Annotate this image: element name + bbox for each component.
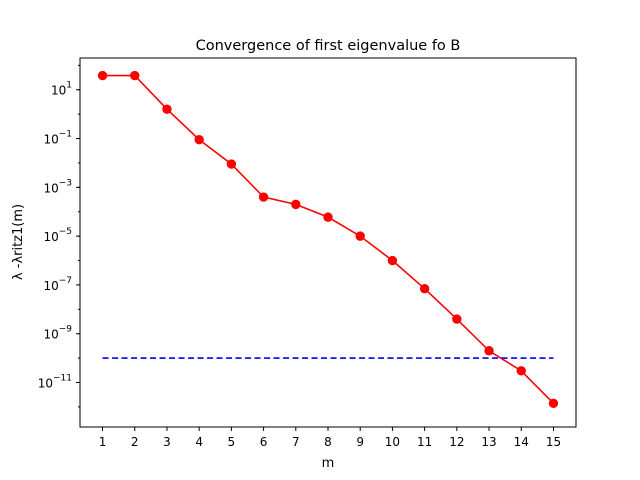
- x-tick-label: 10: [385, 435, 400, 449]
- x-tick-label: 14: [514, 435, 529, 449]
- plot-series: [97, 70, 559, 409]
- x-tick-label: 3: [163, 435, 171, 449]
- plot-frame: [79, 57, 577, 428]
- series-0-point: [226, 159, 237, 169]
- x-tick-label: 4: [195, 435, 203, 449]
- y-tick-base: 10: [43, 230, 58, 244]
- series-0-point: [516, 366, 526, 376]
- series-0-point: [387, 255, 398, 266]
- y-tick-base: 10: [43, 328, 58, 342]
- y-tick-exponent: 1: [66, 81, 72, 91]
- series-0-point: [419, 283, 430, 294]
- y-tick-exponent: −7: [59, 276, 72, 286]
- x-tick-label: 6: [260, 435, 268, 449]
- series-0-point: [323, 212, 333, 222]
- y-tick-label: 10−9: [43, 325, 72, 342]
- y-tick-base: 10: [51, 84, 66, 98]
- y-tick-label: 10−11: [38, 374, 72, 391]
- y-tick-label: 10−3: [43, 178, 72, 195]
- y-tick-base: 10: [43, 279, 58, 293]
- x-tick-label: 7: [292, 435, 300, 449]
- x-tick-label: 5: [228, 435, 236, 449]
- y-axis-label: λ -λritz1(m): [11, 204, 26, 280]
- y-tick-label: 101: [51, 81, 72, 98]
- series-0-point: [97, 70, 108, 81]
- series-0-point: [548, 398, 559, 409]
- series-0-point: [194, 134, 204, 145]
- x-tick-label: 12: [449, 435, 464, 449]
- series-0-point: [291, 199, 301, 210]
- x-tick-label: 2: [131, 435, 139, 449]
- series-0-point: [258, 192, 269, 202]
- y-tick-label: 10−5: [43, 227, 72, 244]
- series-0-point: [484, 346, 494, 356]
- y-tick-exponent: −9: [59, 325, 73, 335]
- y-tick-label: 10−7: [43, 276, 72, 293]
- y-tick-base: 10: [43, 133, 58, 147]
- y-tick-exponent: −3: [59, 178, 72, 188]
- y-tick-base: 10: [43, 181, 58, 195]
- series-0-point: [355, 231, 365, 241]
- x-tick-label: 11: [417, 435, 432, 449]
- x-tick-label: 9: [356, 435, 364, 449]
- y-tick-label: 10−1: [43, 130, 72, 147]
- x-tick-label: 15: [546, 435, 561, 449]
- y-tick-exponent: −1: [59, 130, 72, 140]
- x-ticks: 1 2 3 4 5 6 7 8 9 10 11 12 13 14 15: [99, 427, 561, 449]
- x-tick-label: 8: [324, 435, 332, 449]
- x-tick-label: 1: [99, 435, 107, 449]
- series-0-point: [452, 314, 462, 324]
- x-tick-label: 13: [481, 435, 496, 449]
- y-tick-exponent: −11: [53, 374, 72, 384]
- y-tick-exponent: −5: [59, 227, 72, 237]
- y-tick-base: 10: [38, 377, 53, 391]
- series-0-point: [130, 70, 140, 81]
- series-0-point: [162, 104, 172, 114]
- chart-title: Convergence of first eigenvalue fo B: [196, 38, 461, 54]
- x-axis-label: m: [322, 456, 335, 471]
